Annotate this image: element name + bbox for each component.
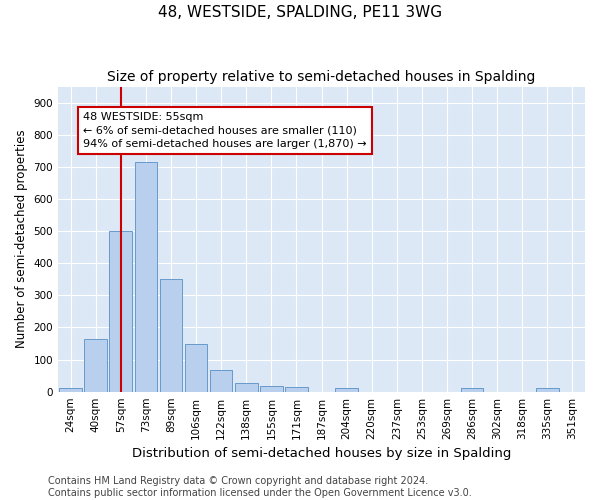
Bar (210, 370, 232, 392)
Text: 48 WESTSIDE: 55sqm
← 6% of semi-detached houses are smaller (110)
94% of semi-de: 48 WESTSIDE: 55sqm ← 6% of semi-detached… (83, 112, 367, 148)
Bar (160, 280, 182, 392)
Text: 48, WESTSIDE, SPALDING, PE11 3WG: 48, WESTSIDE, SPALDING, PE11 3WG (158, 5, 442, 20)
Y-axis label: Number of semi-detached properties: Number of semi-detached properties (15, 130, 28, 348)
Bar (335, 388, 358, 392)
Bar (109, 231, 132, 392)
Bar (260, 386, 283, 392)
Bar (85, 340, 107, 392)
Bar (285, 387, 308, 392)
Bar (134, 162, 157, 392)
Title: Size of property relative to semi-detached houses in Spalding: Size of property relative to semi-detach… (107, 70, 536, 84)
Bar (185, 344, 208, 392)
Bar (59, 388, 82, 392)
Text: Contains HM Land Registry data © Crown copyright and database right 2024.
Contai: Contains HM Land Registry data © Crown c… (48, 476, 472, 498)
Bar (461, 388, 484, 392)
X-axis label: Distribution of semi-detached houses by size in Spalding: Distribution of semi-detached houses by … (132, 447, 511, 460)
Bar (536, 388, 559, 392)
Bar (235, 383, 257, 392)
